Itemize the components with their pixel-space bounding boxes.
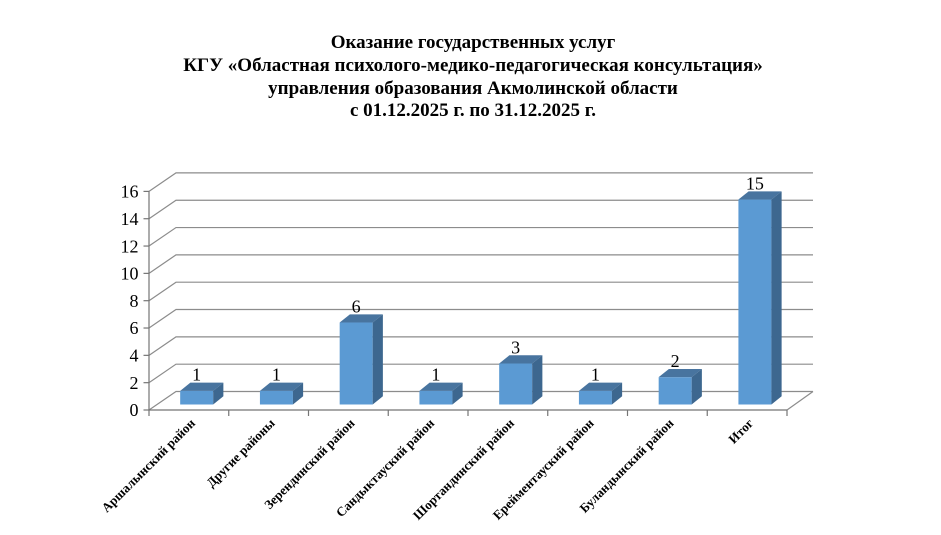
svg-text:Итог: Итог (725, 415, 756, 446)
svg-text:1: 1 (192, 365, 201, 385)
svg-text:0: 0 (130, 400, 139, 420)
svg-text:1: 1 (272, 365, 281, 385)
svg-text:2: 2 (130, 373, 139, 393)
svg-text:Другие районы: Другие районы (203, 416, 277, 490)
svg-text:16: 16 (121, 182, 139, 202)
svg-text:4: 4 (130, 346, 139, 366)
svg-text:6: 6 (352, 296, 361, 316)
svg-text:2: 2 (671, 351, 680, 371)
svg-text:15: 15 (746, 173, 764, 193)
svg-text:14: 14 (121, 209, 139, 229)
svg-text:6: 6 (130, 318, 139, 338)
svg-text:1: 1 (591, 365, 600, 385)
svg-text:1: 1 (431, 365, 440, 385)
svg-text:Аршалынский район: Аршалынский район (98, 415, 198, 515)
svg-text:12: 12 (121, 236, 139, 256)
svg-text:10: 10 (121, 264, 139, 284)
svg-text:8: 8 (130, 291, 139, 311)
svg-text:3: 3 (511, 337, 520, 357)
